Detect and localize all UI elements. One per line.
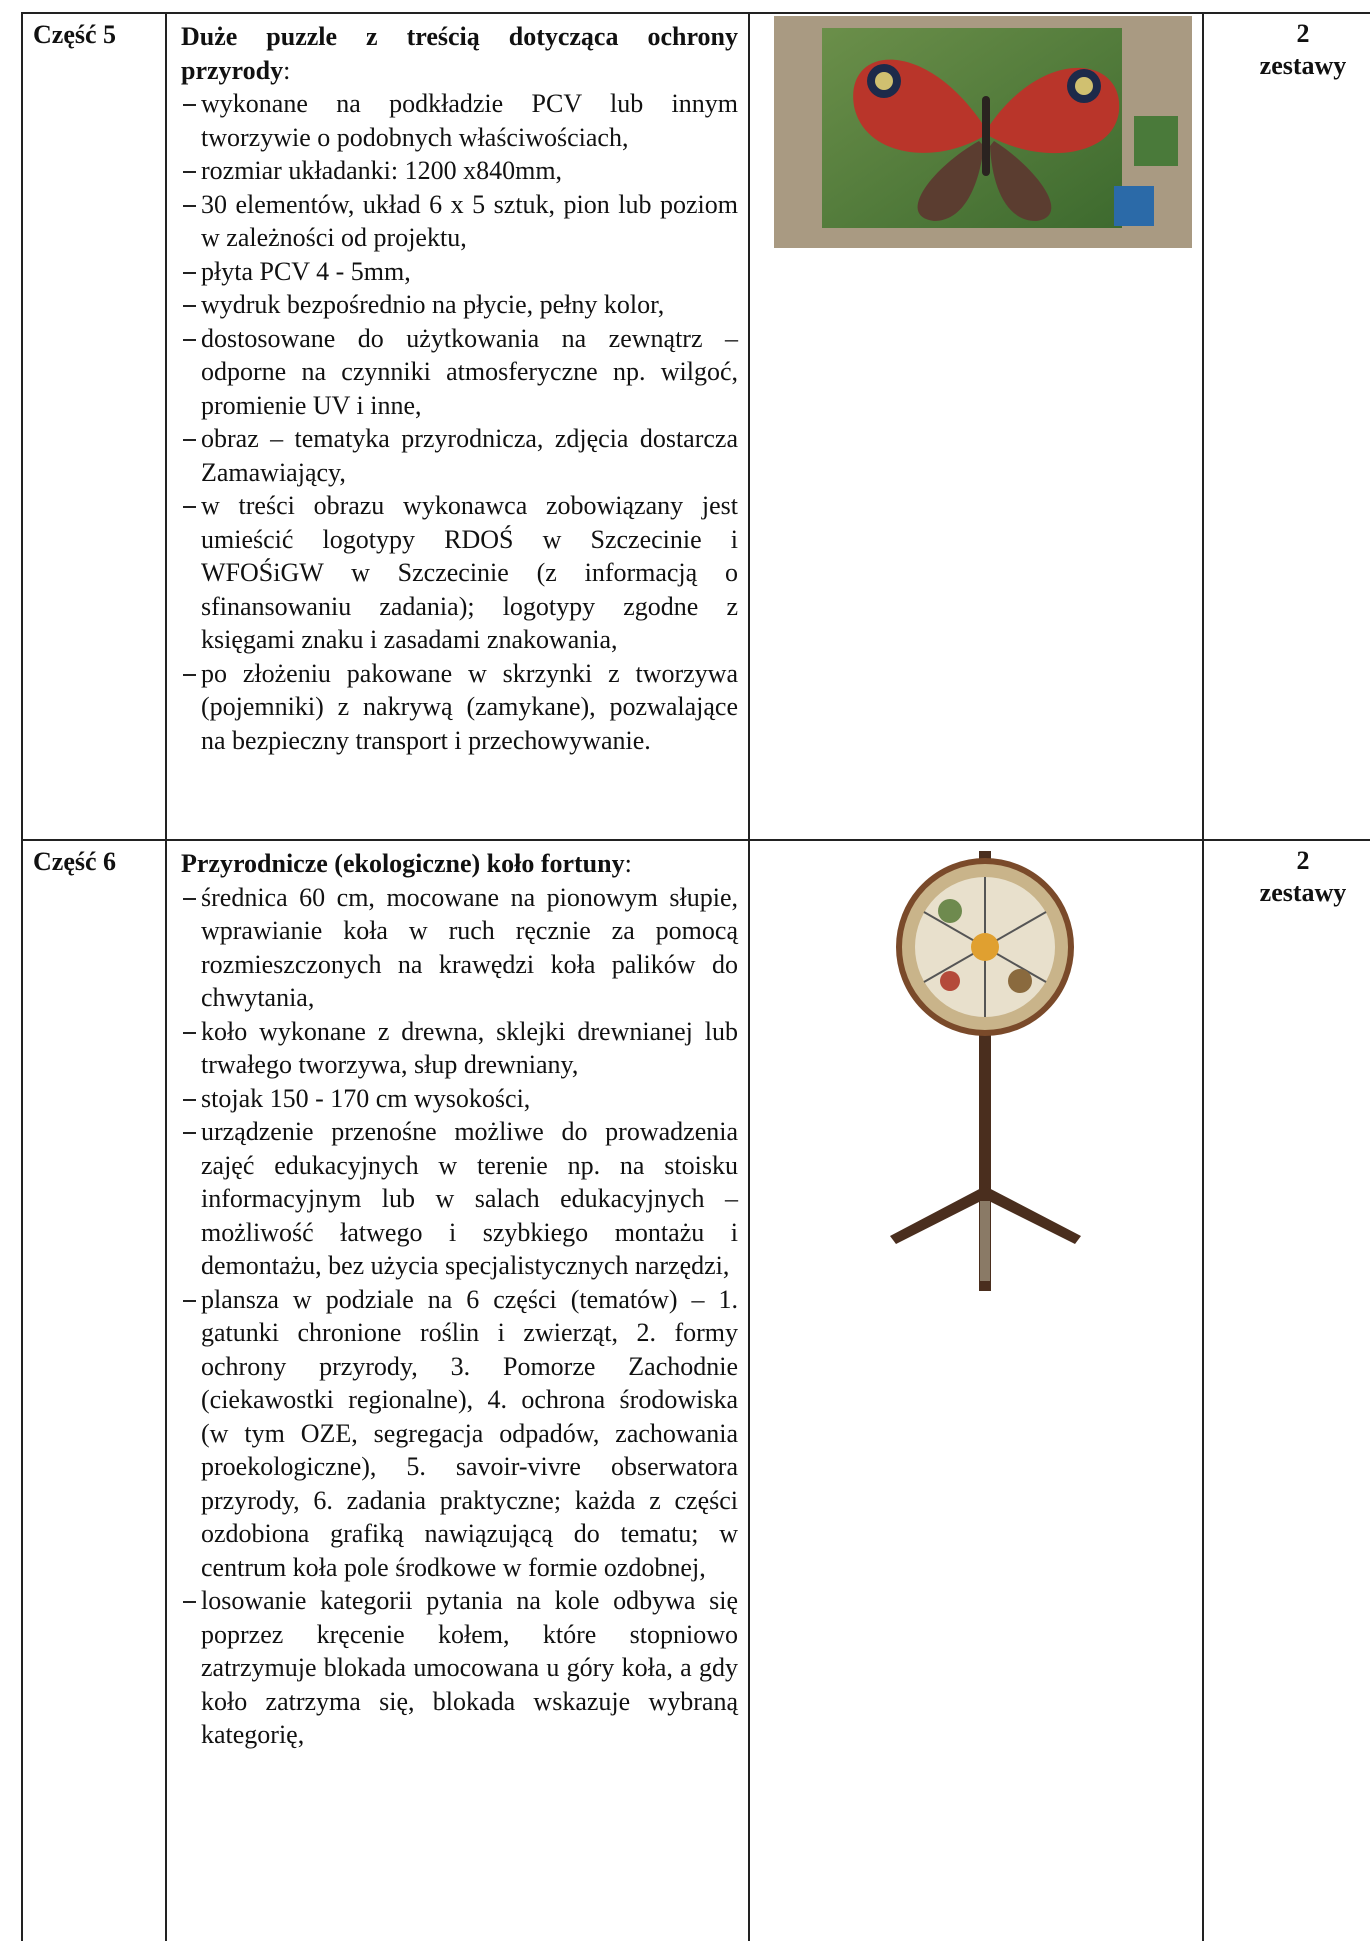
spec-list: średnica 60 cm, mocowane na pionowym słu… <box>181 881 738 1752</box>
spec-item: koło wykonane z drewna, sklejki drewnian… <box>181 1015 738 1082</box>
spec-item: stojak 150 - 170 cm wysokości, <box>181 1082 738 1116</box>
spec-item: w treści obrazu wykonawca zobowiązany je… <box>181 489 738 657</box>
item-title-text: Duże puzzle z treścią dotycząca ochrony … <box>181 22 738 85</box>
spec-item: płyta PCV 4 - 5mm, <box>181 255 738 289</box>
quantity-unit: zestawy <box>1259 878 1347 907</box>
item-title-end: : <box>624 849 632 878</box>
page: Część 5 Duże puzzle z treścią dotycząca … <box>21 12 1370 1941</box>
spec-item: po złożeniu pakowane w skrzynki z tworzy… <box>181 657 738 758</box>
spec-item: urządzenie przenośne możliwe do prowadze… <box>181 1115 738 1283</box>
spec-item: rozmiar układanki: 1200 x840mm, <box>181 154 738 188</box>
puzzle-photo <box>774 16 1192 248</box>
part-cell: Część 6 <box>21 841 165 1941</box>
quantity-cell: 2 zestawy <box>1202 841 1370 1941</box>
quantity-unit: zestawy <box>1259 51 1347 80</box>
table-row: Część 5 Duże puzzle z treścią dotycząca … <box>21 12 1370 839</box>
spec-item: dostosowane do użytkowania na zewnątrz –… <box>181 322 738 423</box>
item-title: Duże puzzle z treścią dotycząca ochrony … <box>181 20 738 87</box>
spec-item: 30 elementów, układ 6 x 5 sztuk, pion lu… <box>181 188 738 255</box>
quantity-cell: 2 zestawy <box>1202 14 1370 839</box>
image-cell <box>748 841 1202 1941</box>
part-cell: Część 5 <box>21 14 165 839</box>
spec-list: wykonane na podkładzie PCV lub innym two… <box>181 87 738 757</box>
item-title-end: : <box>283 55 291 85</box>
wheel-photo <box>890 851 1081 1291</box>
item-title: Przyrodnicze (ekologiczne) koło fortuny: <box>181 847 738 881</box>
part-label: Część 5 <box>33 20 117 49</box>
part-label: Część 6 <box>33 847 117 876</box>
quantity-number: 2 <box>1296 19 1310 48</box>
description-cell: Duże puzzle z treścią dotycząca ochrony … <box>165 14 748 839</box>
spec-item: obraz – tematyka przyrodnicza, zdjęcia d… <box>181 422 738 489</box>
spec-item: średnica 60 cm, mocowane na pionowym słu… <box>181 881 738 1015</box>
table-row: Część 6 Przyrodnicze (ekologiczne) koło … <box>21 839 1370 1941</box>
spec-item: wydruk bezpośrednio na płycie, pełny kol… <box>181 288 738 322</box>
image-cell <box>748 14 1202 839</box>
quantity-number: 2 <box>1296 846 1310 875</box>
spec-item: plansza w podziale na 6 części (tematów)… <box>181 1283 738 1585</box>
spec-item: wykonane na podkładzie PCV lub innym two… <box>181 87 738 154</box>
spec-item: losowanie kategorii pytania na kole odby… <box>181 1584 738 1752</box>
item-title-text: Przyrodnicze (ekologiczne) koło fortuny <box>181 849 625 878</box>
description-cell: Przyrodnicze (ekologiczne) koło fortuny:… <box>165 841 748 1941</box>
